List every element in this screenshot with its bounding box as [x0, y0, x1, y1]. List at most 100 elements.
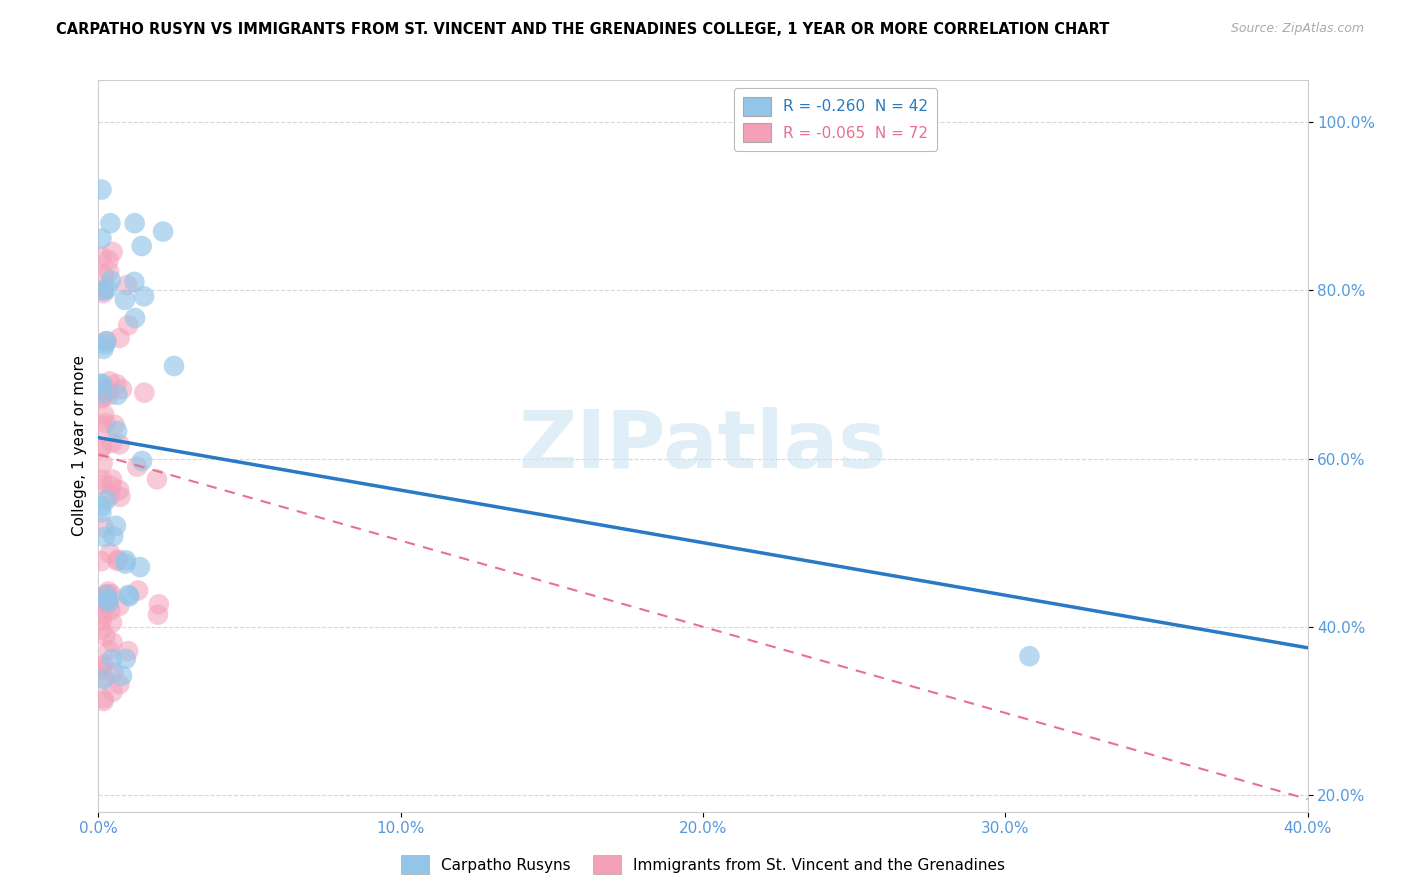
Point: [108, 437, 131, 451]
Point: [93, 408, 115, 422]
Point: [124, 310, 146, 325]
Point: [90, 614, 112, 628]
Point: [93, 268, 115, 282]
Point: [90, 505, 112, 519]
Point: [107, 552, 129, 566]
Point: [101, 685, 124, 699]
Point: [101, 652, 124, 666]
Point: [97, 592, 120, 607]
Point: [91, 663, 114, 677]
Point: [93, 694, 115, 708]
Point: [98, 643, 121, 657]
Point: [108, 331, 131, 345]
Point: [96, 492, 118, 507]
Point: [114, 557, 136, 571]
Point: [90, 659, 112, 673]
Text: ZIPatlas: ZIPatlas: [519, 407, 887, 485]
Point: [90, 592, 112, 607]
Point: [163, 359, 186, 373]
Point: [90, 477, 112, 491]
Point: [100, 603, 122, 617]
Point: [97, 595, 120, 609]
Point: [114, 293, 136, 307]
Point: [90, 387, 112, 401]
Legend: R = -0.260  N = 42, R = -0.065  N = 72: R = -0.260 N = 42, R = -0.065 N = 72: [734, 88, 938, 151]
Point: [134, 385, 156, 400]
Point: [132, 289, 155, 303]
Point: [96, 334, 118, 348]
Point: [107, 554, 129, 568]
Point: [98, 384, 121, 398]
Point: [100, 479, 122, 493]
Point: [105, 424, 128, 438]
Point: [96, 588, 118, 602]
Point: [127, 459, 149, 474]
Point: [146, 472, 169, 486]
Point: [93, 520, 115, 534]
Point: [93, 657, 115, 672]
Point: [117, 644, 139, 658]
Point: [148, 597, 170, 611]
Point: [94, 383, 117, 397]
Point: [91, 607, 114, 622]
Point: [117, 318, 139, 333]
Point: [93, 283, 115, 297]
Point: [107, 388, 129, 402]
Point: [101, 615, 124, 630]
Point: [127, 583, 149, 598]
Point: [100, 587, 122, 601]
Point: [90, 499, 112, 513]
Point: [93, 286, 115, 301]
Point: [108, 677, 131, 691]
Point: [91, 671, 114, 685]
Point: [97, 253, 120, 268]
Point: [110, 490, 132, 504]
Point: [94, 337, 117, 351]
Text: Source: ZipAtlas.com: Source: ZipAtlas.com: [1230, 22, 1364, 36]
Legend: Carpatho Rusyns, Immigrants from St. Vincent and the Grenadines: Carpatho Rusyns, Immigrants from St. Vin…: [395, 849, 1011, 880]
Point: [97, 584, 120, 599]
Point: [101, 245, 124, 260]
Point: [1018, 649, 1040, 664]
Point: [104, 518, 127, 533]
Point: [93, 342, 115, 356]
Point: [90, 601, 112, 615]
Point: [97, 596, 120, 610]
Point: [100, 216, 122, 230]
Point: [90, 377, 112, 392]
Point: [90, 441, 112, 455]
Point: [108, 599, 131, 614]
Point: [98, 375, 121, 389]
Point: [114, 652, 136, 666]
Point: [90, 623, 112, 637]
Point: [100, 436, 122, 450]
Point: [98, 488, 121, 502]
Point: [98, 264, 121, 278]
Point: [90, 391, 112, 405]
Point: [98, 546, 121, 560]
Point: [90, 376, 112, 391]
Point: [93, 530, 115, 544]
Point: [111, 382, 134, 396]
Point: [103, 529, 125, 543]
Point: [103, 665, 125, 680]
Point: [94, 629, 117, 643]
Point: [90, 419, 112, 434]
Point: [101, 635, 124, 649]
Point: [115, 553, 138, 567]
Point: [93, 691, 115, 706]
Point: [100, 273, 122, 287]
Point: [90, 231, 112, 245]
Point: [118, 590, 141, 604]
Point: [90, 392, 112, 406]
Point: [94, 588, 117, 602]
Point: [101, 473, 124, 487]
Point: [93, 284, 115, 298]
Point: [131, 454, 153, 468]
Point: [152, 225, 174, 239]
Point: [96, 587, 118, 601]
Point: [105, 376, 128, 391]
Point: [97, 282, 120, 296]
Y-axis label: College, 1 year or more: College, 1 year or more: [72, 356, 87, 536]
Point: [124, 216, 146, 230]
